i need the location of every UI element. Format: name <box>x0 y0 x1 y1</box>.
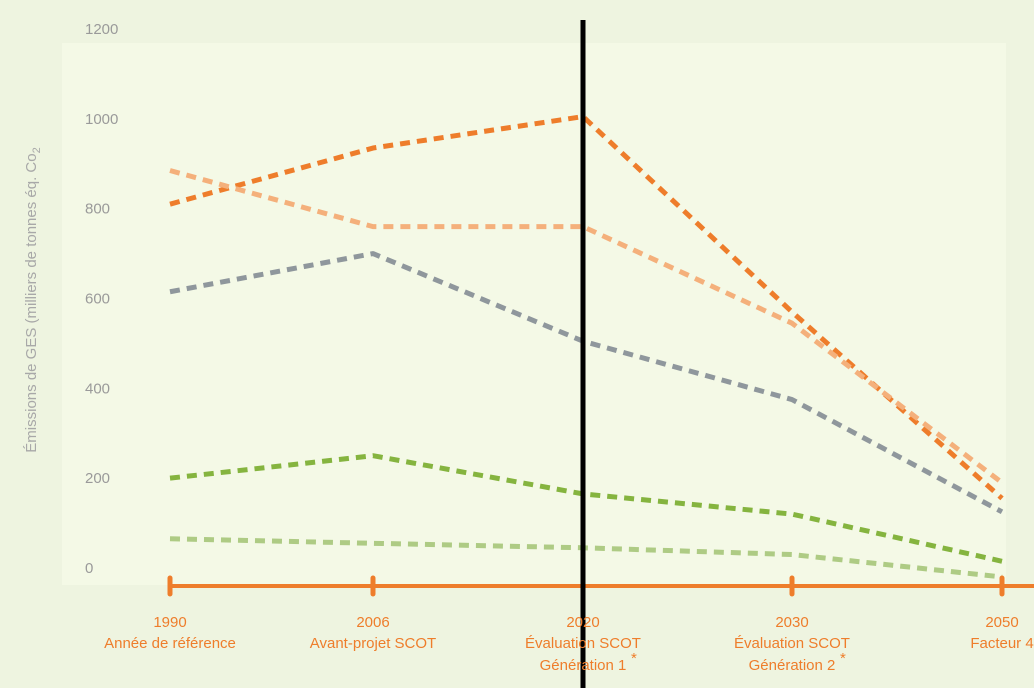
x-tick-label: Évaluation SCOT <box>525 635 641 652</box>
x-axis <box>167 575 1034 597</box>
y-tick-label: 0 <box>85 560 93 577</box>
plot-area <box>62 43 1006 585</box>
x-tick-label: Avant-projet SCOT <box>310 635 436 652</box>
x-tick-year: 2030 <box>775 614 808 631</box>
footnote-asterisk: * <box>631 650 637 667</box>
y-tick-label: 600 <box>85 291 110 308</box>
y-tick-label: 1000 <box>85 111 118 128</box>
x-tick-year: 2020 <box>566 614 599 631</box>
x-tick-year: 1990 <box>153 614 186 631</box>
x-tick-label-line2: Génération 2 <box>749 657 836 674</box>
x-axis-labels: 1990 Année de référence 2006 Avant-projet S… <box>104 614 1034 674</box>
y-tick-label: 400 <box>85 380 110 397</box>
x-tick-label: Facteur 4 <box>970 635 1033 652</box>
y-tick-label: 200 <box>85 470 110 487</box>
y-axis-title: Émissions de GES (milliers de tonnes éq.… <box>23 147 43 452</box>
series-line-2 <box>169 168 1004 485</box>
footnote-asterisk: * <box>840 650 846 667</box>
x-tick-label-line2: Génération 1 <box>540 657 627 674</box>
y-tick-label: 1200 <box>85 21 118 38</box>
y-axis-title-subscript: 2 <box>31 147 43 153</box>
y-axis-ticks: 0 200 400 600 800 1000 1200 <box>85 21 118 577</box>
x-tick-label: Évaluation SCOT <box>734 635 850 652</box>
x-tick-year: 2006 <box>356 614 389 631</box>
x-tick-year: 2050 <box>985 614 1018 631</box>
y-tick-label: 800 <box>85 201 110 218</box>
x-tick-label: Année de référence <box>104 635 236 652</box>
